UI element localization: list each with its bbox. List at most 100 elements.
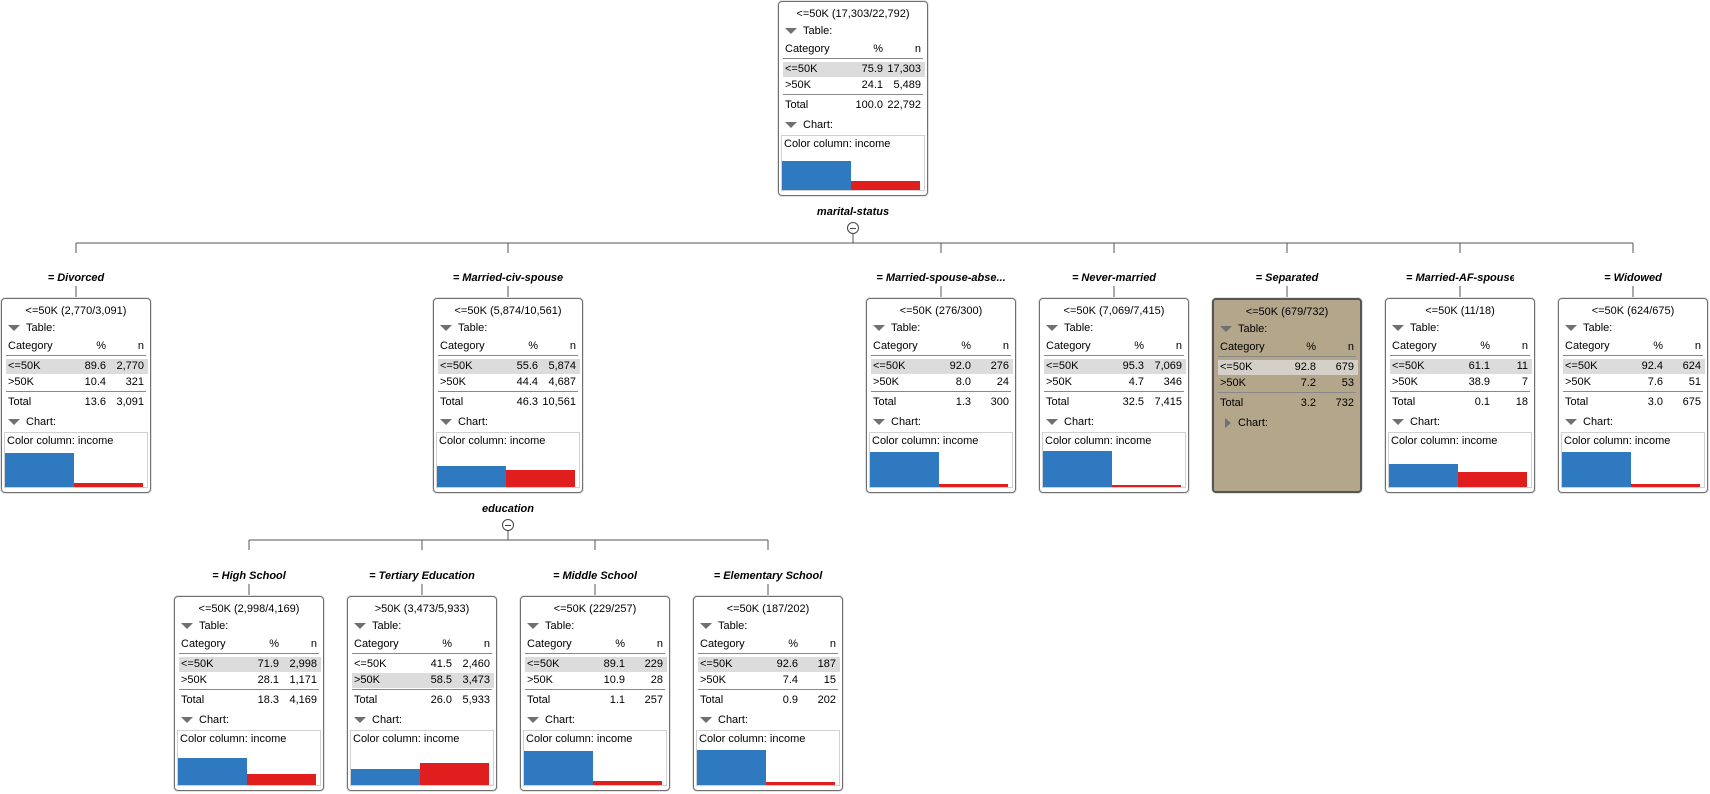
table-total-row: Total 1.3 300	[871, 395, 1013, 410]
row-count: 5,874	[548, 360, 576, 372]
column-header-n: n	[1521, 340, 1528, 352]
chart-section-toggle[interactable]: Chart:	[179, 713, 229, 727]
table-section-toggle[interactable]: Table:	[525, 619, 574, 633]
class-distribution-chart: Color column: income	[4, 432, 148, 488]
table-section-toggle[interactable]: Table:	[1218, 322, 1267, 336]
node-title: <=50K (17,303/22,792)	[796, 8, 910, 20]
chart-section-toggle[interactable]: Chart:	[352, 713, 402, 727]
collapse-triangle-icon	[1392, 419, 1404, 425]
row-percent: 10.4	[84, 376, 106, 388]
table-row: <=50K 89.6 2,770	[6, 359, 148, 374]
row-category: >50K	[440, 376, 466, 388]
column-header-category: Category	[181, 638, 226, 650]
table-divider	[1044, 391, 1184, 392]
total-count: 5,933	[462, 694, 490, 706]
table-section-toggle[interactable]: Table:	[1044, 321, 1093, 335]
row-percent: 7.4	[782, 674, 798, 686]
total-count: 22,792	[887, 99, 921, 111]
table-divider	[525, 689, 665, 690]
chart-color-column-label: Color column: income	[439, 435, 546, 447]
class-distribution-chart: Color column: income	[869, 432, 1013, 488]
total-percent: 100.0	[855, 99, 883, 111]
table-row: <=50K 55.6 5,874	[438, 359, 580, 374]
table-row: <=50K 41.5 2,460	[352, 657, 494, 672]
column-header-n: n	[1002, 340, 1009, 352]
row-percent: 92.8	[1294, 361, 1316, 373]
row-percent: 95.3	[1122, 360, 1144, 372]
table-header-row: Category% n	[1044, 339, 1186, 354]
tree-node-married-civ[interactable]: <=50K (5,874/10,561) Table: Category% n <=50…	[433, 298, 583, 493]
branch-label: = Separated	[1255, 272, 1319, 284]
tree-node-married-af[interactable]: <=50K (11/18) Table: Category% n <=50K 61.1 11…	[1385, 298, 1535, 493]
tree-node-widowed[interactable]: <=50K (624/675) Table: Category% n <=50K 92.4…	[1558, 298, 1708, 493]
chart-section-toggle[interactable]: Chart:	[871, 415, 921, 429]
column-header-category: Category	[1565, 340, 1610, 352]
table-section-toggle[interactable]: Table:	[179, 619, 228, 633]
tree-node-elementary[interactable]: <=50K (187/202) Table: Category% n <=50K 92.6…	[693, 596, 843, 791]
node-title: <=50K (276/300)	[899, 305, 983, 317]
table-section-toggle[interactable]: Table:	[871, 321, 920, 335]
node-title: <=50K (7,069/7,415)	[1063, 305, 1165, 317]
column-header-percent: %	[961, 340, 971, 352]
chart-section-toggle[interactable]: Chart:	[1044, 415, 1094, 429]
table-section-toggle[interactable]: Table:	[783, 24, 832, 38]
chart-section-toggle[interactable]: Chart:	[1390, 415, 1440, 429]
row-count: 51	[1688, 376, 1701, 388]
table-section-toggle[interactable]: Table:	[1563, 321, 1612, 335]
tree-node-tertiary[interactable]: >50K (3,473/5,933) Table: Category% n <=50K 4…	[347, 596, 497, 791]
collapse-triangle-icon	[354, 623, 366, 629]
tree-node-divorced[interactable]: <=50K (2,770/3,091) Table: Category% n <=50K…	[1, 298, 151, 493]
row-count: 4,687	[548, 376, 576, 388]
table-section-toggle[interactable]: Table:	[698, 619, 747, 633]
class-distribution-chart: Color column: income	[1561, 432, 1705, 488]
tree-node-separated[interactable]: <=50K (679/732) Table: Category% n <=50K 92.8…	[1212, 298, 1362, 493]
class-table: Category% n <=50K 71.9 2,998 >50K 28.1 1,171 Tot…	[177, 635, 321, 712]
row-category: <=50K	[527, 658, 560, 670]
class-table: Category% n <=50K 92.8 679 >50K 7.2 53 Total 3.2 7…	[1216, 338, 1358, 415]
table-row: >50K 58.5 3,473	[352, 673, 494, 688]
class-distribution-chart: Color column: income	[1042, 432, 1186, 488]
collapse-triangle-icon	[8, 325, 20, 331]
tree-node-never-married[interactable]: <=50K (7,069/7,415) Table: Category% n <=50K…	[1039, 298, 1189, 493]
minus-circle-icon[interactable]	[502, 519, 514, 531]
row-percent: 10.9	[603, 674, 625, 686]
branch-label: = Married-spouse-abse...	[876, 272, 1006, 284]
chart-section-toggle[interactable]: Chart:	[783, 118, 833, 132]
chart-section-label: Chart:	[199, 714, 229, 726]
tree-node-root[interactable]: <=50K (17,303/22,792) Table: Category% n <=5…	[778, 1, 928, 196]
split-attribute-label: education	[482, 503, 534, 515]
row-count: 229	[644, 658, 663, 670]
chart-section-toggle[interactable]: Chart:	[438, 415, 488, 429]
row-count: 321	[125, 376, 144, 388]
table-total-row: Total 26.0 5,933	[352, 693, 494, 708]
total-percent: 0.1	[1474, 396, 1490, 408]
row-count: 15	[823, 674, 836, 686]
tree-node-married-absent[interactable]: <=50K (276/300) Table: Category% n <=50K 92.0…	[866, 298, 1016, 493]
row-category: >50K	[8, 376, 34, 388]
table-divider	[6, 391, 146, 392]
table-section-toggle[interactable]: Table:	[438, 321, 487, 335]
node-title: <=50K (624/675)	[1591, 305, 1675, 317]
class-table: Category% n <=50K 89.6 2,770 >50K 10.4 321 Total…	[4, 337, 148, 414]
table-divider	[1563, 355, 1703, 356]
chart-section-toggle[interactable]: Chart:	[1563, 415, 1613, 429]
chart-section-toggle[interactable]: Chart:	[698, 713, 748, 727]
row-category: >50K	[354, 674, 380, 686]
chart-section-toggle[interactable]: Chart:	[6, 415, 56, 429]
minus-circle-icon[interactable]	[847, 222, 859, 234]
collapse-triangle-icon	[1220, 326, 1232, 332]
total-label: Total	[181, 694, 205, 706]
table-section-toggle[interactable]: Table:	[6, 321, 55, 335]
table-row: >50K 8.0 24	[871, 375, 1013, 390]
tree-node-high-school[interactable]: <=50K (2,998/4,169) Table: Category% n <=50K…	[174, 596, 324, 791]
chart-section-toggle[interactable]: Chart:	[1218, 416, 1268, 430]
table-total-row: Total 13.6 3,091	[6, 395, 148, 410]
table-section-toggle[interactable]: Table:	[1390, 321, 1439, 335]
table-section-toggle[interactable]: Table:	[352, 619, 401, 633]
chart-section-toggle[interactable]: Chart:	[525, 713, 575, 727]
tree-node-middle-school[interactable]: <=50K (229/257) Table: Category% n <=50K 89.1…	[520, 596, 670, 791]
table-total-row: Total 0.9 202	[698, 693, 840, 708]
row-count: 624	[1682, 360, 1701, 372]
row-category: <=50K	[1392, 360, 1425, 372]
